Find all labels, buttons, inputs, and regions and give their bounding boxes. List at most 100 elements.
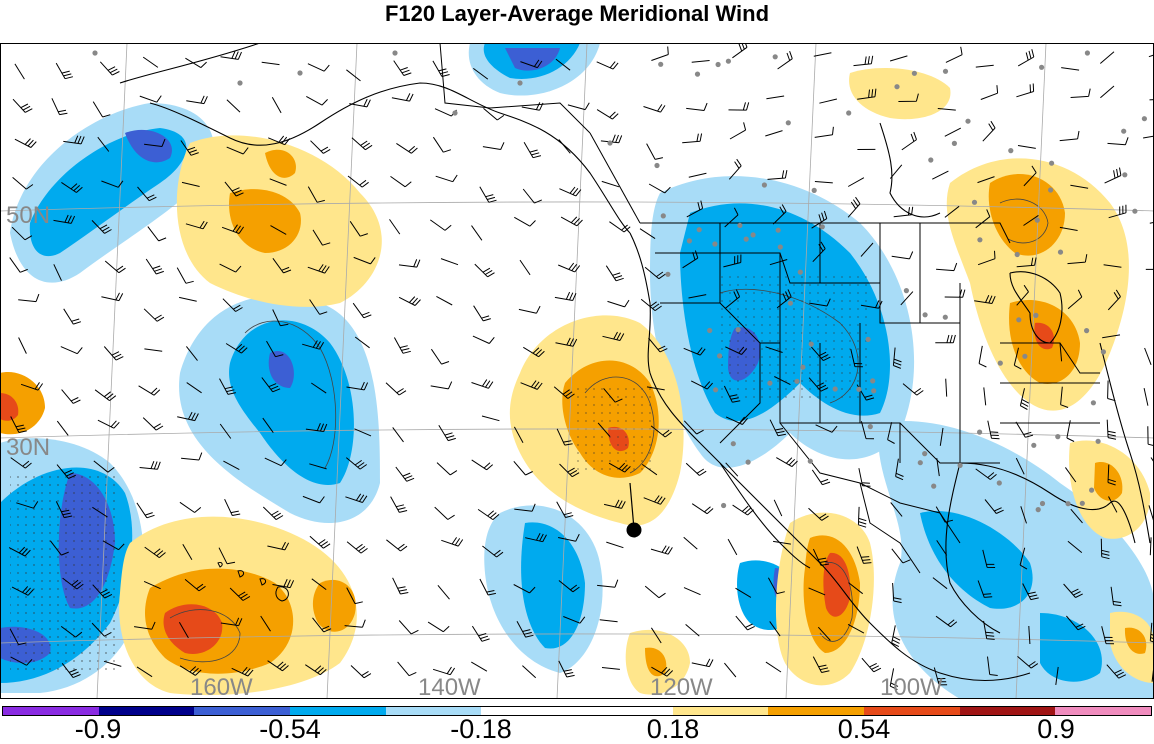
station-marker xyxy=(1132,209,1137,214)
station-marker xyxy=(1008,148,1013,153)
station-marker xyxy=(846,110,851,115)
station-marker xyxy=(798,270,803,275)
station-marker xyxy=(762,182,767,187)
station-marker xyxy=(297,70,302,75)
station-marker xyxy=(904,288,909,293)
colorbar-label-2: -0.54 xyxy=(259,716,321,743)
dot-shading-california xyxy=(575,383,655,473)
colorbar-label-1: -0.9 xyxy=(75,716,122,743)
station-marker xyxy=(776,228,781,233)
plot-title: F120 Layer-Average Meridional Wind xyxy=(0,0,1154,32)
station-marker xyxy=(800,365,805,370)
station-marker xyxy=(943,69,948,74)
station-marker xyxy=(687,238,692,243)
lat-label-50n: 50N xyxy=(6,202,50,229)
station-marker xyxy=(923,312,928,317)
station-marker xyxy=(786,120,791,125)
station-marker xyxy=(661,213,666,218)
station-marker xyxy=(731,441,736,446)
station-marker xyxy=(1066,501,1071,506)
station-marker xyxy=(1015,252,1020,257)
lon-label-160w: 160W xyxy=(190,674,253,699)
station-marker xyxy=(1091,400,1096,405)
station-marker xyxy=(952,141,957,146)
station-marker xyxy=(1142,116,1147,121)
station-marker xyxy=(721,503,726,508)
station-marker xyxy=(695,72,700,77)
station-marker xyxy=(812,188,817,193)
station-marker xyxy=(773,54,778,59)
station-marker xyxy=(607,140,612,145)
station-marker xyxy=(1121,129,1126,134)
station-marker xyxy=(713,387,718,392)
station-marker xyxy=(788,301,793,306)
station-marker xyxy=(736,327,741,332)
station-marker xyxy=(1022,354,1027,359)
black-dot-marker xyxy=(627,523,642,538)
station-marker xyxy=(665,272,670,277)
colorbar-label-3: -0.18 xyxy=(450,716,512,743)
station-marker xyxy=(1096,439,1101,444)
station-marker xyxy=(778,244,783,249)
station-marker xyxy=(965,119,970,124)
station-marker xyxy=(92,50,97,55)
station-marker xyxy=(1016,317,1021,322)
orange-region-hawaii-east xyxy=(313,580,356,632)
station-marker xyxy=(1055,434,1060,439)
station-marker xyxy=(928,157,933,162)
station-marker xyxy=(1058,250,1063,255)
station-marker xyxy=(1080,501,1085,506)
station-marker xyxy=(517,80,522,85)
colorbar-labels: -0.9 -0.54 -0.18 0.18 0.54 0.9 xyxy=(0,716,1154,743)
station-marker xyxy=(977,430,982,435)
station-marker xyxy=(716,62,721,67)
dot-shading-west xyxy=(10,473,120,673)
station-marker xyxy=(392,50,397,55)
station-marker xyxy=(1101,349,1106,354)
station-marker xyxy=(794,379,799,384)
station-marker xyxy=(1089,488,1094,493)
station-marker xyxy=(958,463,963,468)
station-marker xyxy=(943,315,948,320)
station-marker xyxy=(1036,507,1041,512)
station-marker xyxy=(1031,443,1036,448)
lon-label-140w: 140W xyxy=(418,674,481,699)
wind-map: 50N 30N 160W 140W 120W 100W xyxy=(0,43,1154,699)
colorbar-label-5: 0.54 xyxy=(838,716,891,743)
station-marker xyxy=(237,80,242,85)
station-marker xyxy=(1049,161,1054,166)
station-marker xyxy=(737,223,742,228)
station-marker xyxy=(871,388,876,393)
station-marker xyxy=(707,328,712,333)
station-marker xyxy=(918,460,923,465)
station-marker xyxy=(931,484,936,489)
station-marker xyxy=(697,227,702,232)
station-marker xyxy=(717,353,722,358)
station-marker xyxy=(998,361,1003,366)
station-marker xyxy=(922,451,927,456)
station-marker xyxy=(751,232,756,237)
station-marker xyxy=(654,163,659,168)
station-marker xyxy=(1033,313,1038,318)
station-marker xyxy=(452,110,457,115)
station-marker xyxy=(856,387,861,392)
station-marker xyxy=(997,480,1002,485)
station-marker xyxy=(712,241,717,246)
station-marker xyxy=(912,71,917,76)
station-marker xyxy=(866,337,871,342)
station-marker xyxy=(977,237,982,242)
colorbar-label-4: 0.18 xyxy=(647,716,700,743)
lon-label-100w: 100W xyxy=(880,674,943,699)
station-marker xyxy=(808,459,813,464)
colorbar-label-6: 0.9 xyxy=(1037,716,1075,743)
station-marker xyxy=(868,424,873,429)
station-marker xyxy=(1040,501,1045,506)
station-marker xyxy=(894,84,899,89)
dot-shading-rockies xyxy=(720,273,870,403)
station-marker xyxy=(746,460,751,465)
station-marker xyxy=(1035,218,1040,223)
station-marker xyxy=(744,237,749,242)
station-marker xyxy=(1122,172,1127,177)
lat-label-30n: 30N xyxy=(6,434,50,461)
station-marker xyxy=(658,62,663,67)
